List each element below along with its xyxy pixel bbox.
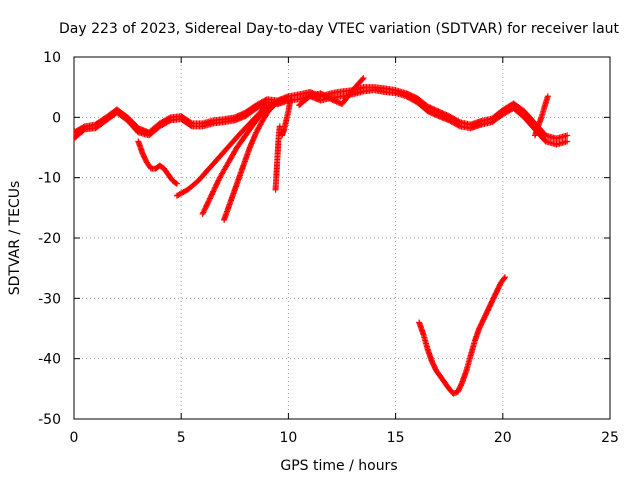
- series-markers: [416, 274, 508, 397]
- series-main-band-b: [74, 84, 571, 142]
- y-axis-label: SDTVAR / TECUs: [7, 181, 23, 296]
- series-markers: [135, 138, 180, 187]
- chart-title: Day 223 of 2023, Sidereal Day-to-day VTE…: [59, 21, 620, 37]
- series-late-spike: [531, 93, 551, 139]
- series-markers: [74, 84, 571, 142]
- y-tick-label: -40: [38, 352, 61, 368]
- grid-lines: [74, 57, 610, 419]
- y-tick-label: 0: [52, 110, 61, 126]
- x-tick-label: 10: [279, 430, 297, 446]
- series-markers: [173, 102, 270, 199]
- x-axis-label: GPS time / hours: [280, 458, 397, 474]
- x-tick-label: 25: [601, 430, 619, 446]
- y-tick-label: -20: [38, 231, 61, 247]
- series-spike-9-5h: [272, 123, 283, 193]
- y-tick-label: 10: [43, 50, 61, 66]
- y-tick-label: -10: [38, 171, 61, 187]
- series-evening-band: [296, 75, 367, 109]
- y-tick-label: -50: [38, 412, 61, 428]
- y-tick-labels: 10 0 -10 -20 -30 -40 -50: [38, 50, 61, 428]
- series-spike-10h: [278, 96, 294, 139]
- x-tick-label: 5: [177, 430, 186, 446]
- data-series: [74, 75, 571, 397]
- series-markers: [531, 93, 551, 139]
- series-drop-6h: [199, 97, 283, 217]
- y-tick-label: -30: [38, 291, 61, 307]
- x-tick-label: 0: [70, 430, 79, 446]
- series-drop-5h: [173, 102, 270, 199]
- series-markers: [221, 96, 288, 223]
- x-tick-labels: 0 5 10 15 20 25: [70, 430, 619, 446]
- series-u-curve: [416, 274, 508, 397]
- series-dip-3-5h: [135, 138, 180, 187]
- series-markers: [199, 97, 283, 217]
- x-tick-label: 15: [387, 430, 405, 446]
- series-markers: [278, 96, 294, 139]
- series-drop-7h: [221, 96, 288, 223]
- axis-ticks: [73, 56, 611, 420]
- series-markers: [272, 123, 283, 193]
- series-markers: [296, 75, 367, 109]
- x-tick-label: 20: [494, 430, 512, 446]
